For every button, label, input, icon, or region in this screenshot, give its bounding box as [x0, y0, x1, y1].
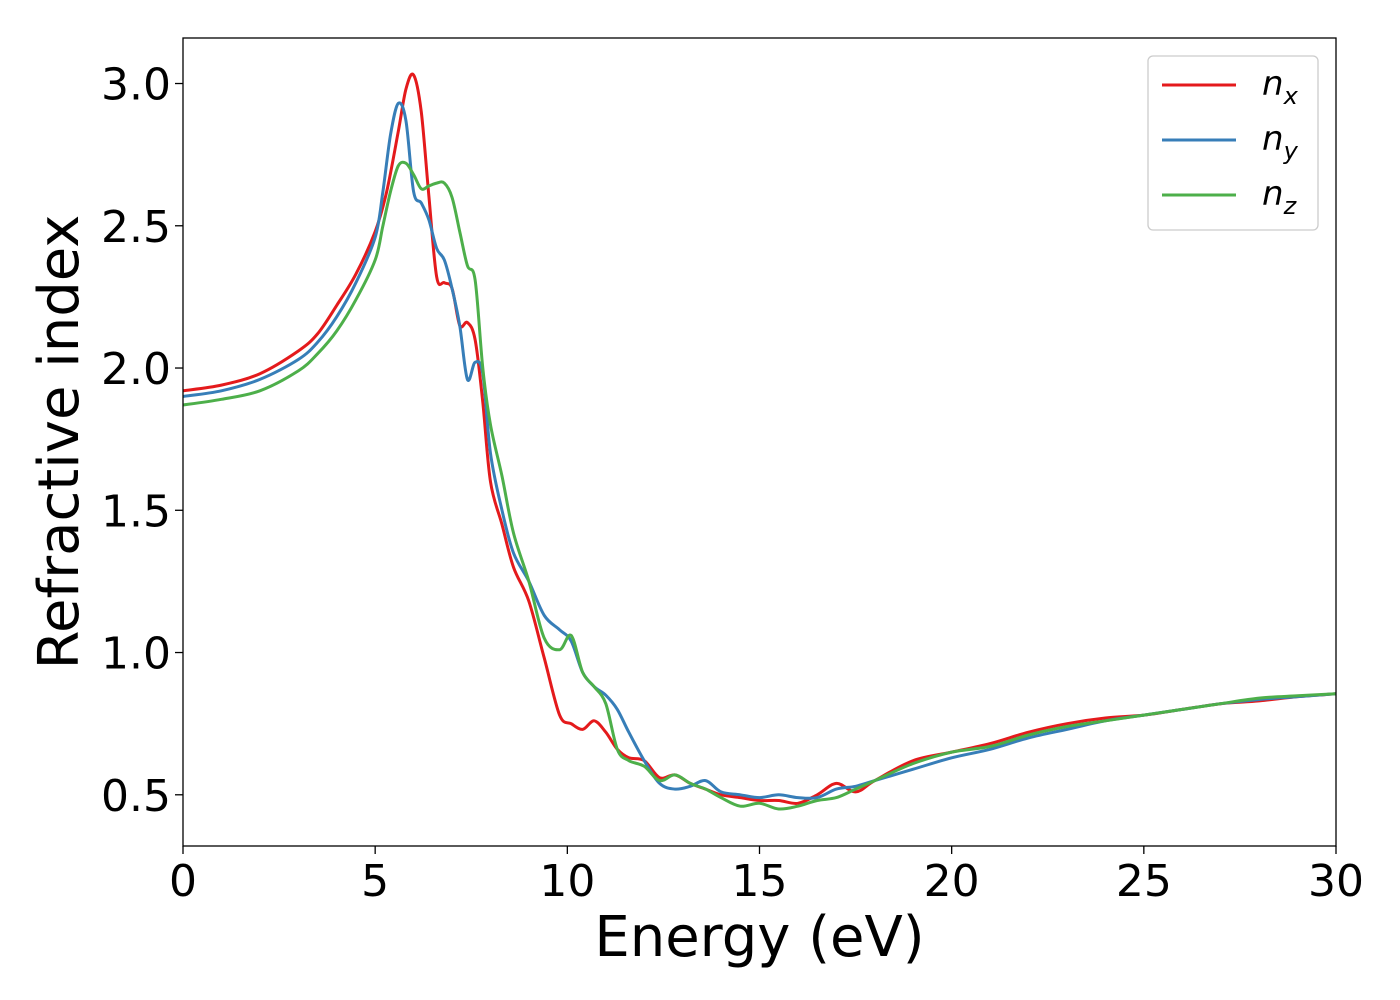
- y-tick-label: 0.5: [101, 771, 171, 822]
- legend-label-subscript: x: [1283, 82, 1299, 110]
- x-axis-ticks: 0 5 10 15 20 25 30: [169, 846, 1364, 907]
- y-tick-label: 2.0: [101, 344, 171, 395]
- x-tick-label: 0: [169, 856, 197, 907]
- legend-label-subscript: z: [1283, 192, 1298, 220]
- y-tick-label: 3.0: [101, 60, 171, 111]
- y-axis-ticks: 0.5 1.0 1.5 2.0 2.5 3.0: [101, 60, 183, 822]
- y-tick-label: 1.0: [101, 629, 171, 680]
- x-tick-label: 15: [732, 856, 788, 907]
- series-layer: [183, 72, 1336, 811]
- y-tick-label: 2.5: [101, 202, 171, 253]
- legend-label-symbol: n: [1262, 174, 1284, 214]
- legend-label-symbol: n: [1262, 119, 1284, 159]
- legend-label-nx: nx: [1262, 64, 1299, 110]
- legend-label-ny: ny: [1262, 119, 1299, 165]
- legend-box: [1147, 55, 1319, 231]
- legend-label-subscript: y: [1283, 137, 1299, 165]
- x-tick-label: 20: [924, 856, 980, 907]
- series-line-nz: [183, 160, 1336, 811]
- y-tick-label: 1.5: [101, 486, 171, 537]
- x-tick-label: 30: [1308, 856, 1364, 907]
- x-tick-label: 10: [539, 856, 595, 907]
- legend-label-nz: nz: [1262, 174, 1298, 220]
- x-tick-label: 25: [1116, 856, 1172, 907]
- legend-label-symbol: n: [1262, 64, 1284, 104]
- y-axis-label: Refractive index: [27, 215, 92, 670]
- x-tick-label: 5: [361, 856, 389, 907]
- x-axis-label: Energy (eV): [594, 905, 924, 970]
